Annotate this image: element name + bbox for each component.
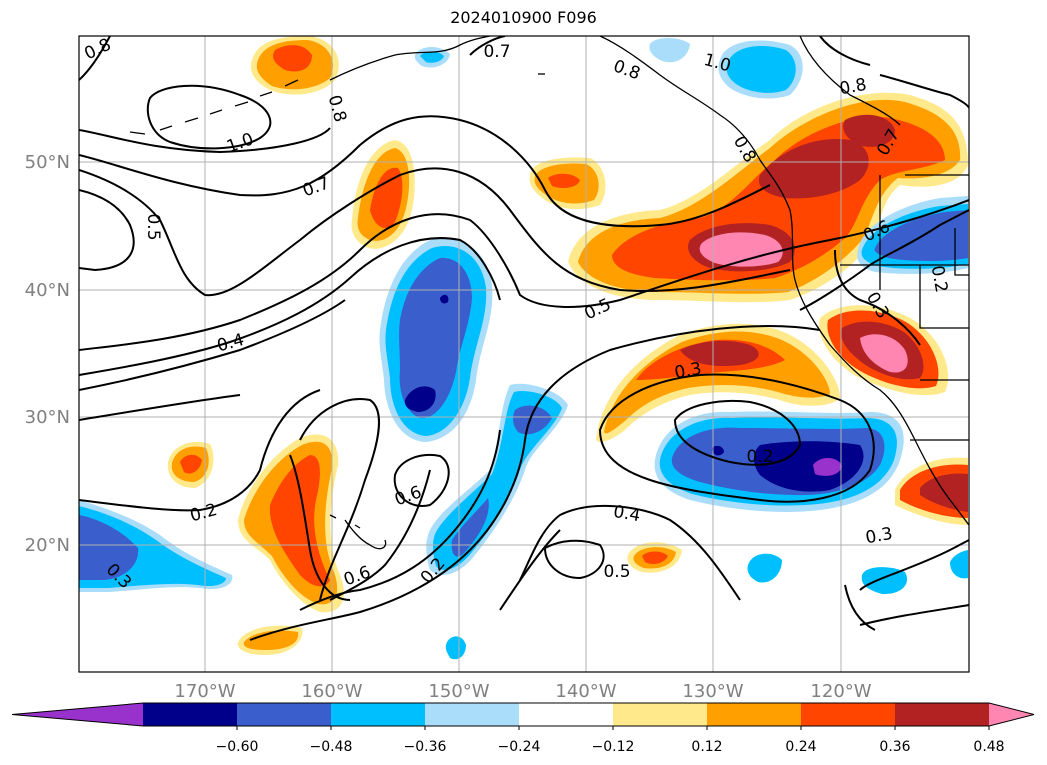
cold-region <box>649 38 690 63</box>
warm-region <box>843 114 895 147</box>
anomaly-shading <box>79 36 968 660</box>
colorbar-tick-label: −0.60 <box>216 739 259 755</box>
contour-label: 0.4 <box>612 502 642 526</box>
colorbar-segment <box>331 703 426 726</box>
lat-label: 30°N <box>25 407 70 428</box>
colorbar-segment <box>613 703 708 726</box>
contour-label: 0.5 <box>143 213 163 240</box>
cold-region <box>813 457 842 476</box>
cold-region <box>451 498 489 557</box>
lat-label: 50°N <box>25 152 70 173</box>
colorbar: −0.60 −0.48 −0.36 −0.24 −0.12 0.12 0.24 0.36 0.4… <box>11 702 1035 755</box>
contour-label: 0.2 <box>746 447 773 467</box>
lon-label: 150°W <box>428 681 489 702</box>
colorbar-segment <box>801 703 896 726</box>
contour-label: 0.5 <box>603 562 630 582</box>
cold-region <box>747 553 782 583</box>
colorbar-segment <box>707 703 802 726</box>
contour-label: 0.2 <box>927 264 951 294</box>
longitude-labels: 170°W 160°W 150°W 140°W 130°W 120°W <box>174 681 871 702</box>
map-frame <box>78 35 970 673</box>
lon-label: 170°W <box>174 681 235 702</box>
cold-region <box>754 441 864 492</box>
contour-label: 0.3 <box>673 359 703 383</box>
cold-region <box>445 636 466 660</box>
warm-region <box>273 45 312 72</box>
warm-region <box>548 173 580 188</box>
warm-region <box>860 334 908 373</box>
cold-region <box>440 294 449 304</box>
colorbar-segment <box>519 703 614 726</box>
contour-label: 0.8 <box>838 75 868 99</box>
colorbar-tick-label: 0.12 <box>691 739 722 755</box>
coastlines <box>129 36 969 550</box>
lon-label: 140°W <box>555 681 616 702</box>
cold-region <box>950 550 968 579</box>
colorbar-tick-label: 0.48 <box>973 739 1004 755</box>
colorbar-extend-min <box>12 703 143 726</box>
warm-region <box>699 232 783 267</box>
lon-label: 120°W <box>810 681 871 702</box>
colorbar-tick-label: −0.36 <box>404 739 447 755</box>
cold-region <box>404 386 436 412</box>
warm-region <box>180 454 202 474</box>
warm-region <box>642 551 668 564</box>
cold-region <box>399 257 472 419</box>
lat-label: 40°N <box>25 280 70 301</box>
colorbar-tick-label: −0.12 <box>592 739 635 755</box>
map-title: 2024010900 F096 <box>450 8 597 27</box>
cold-region <box>726 46 796 93</box>
warm-region <box>243 630 299 650</box>
colorbar-segment <box>237 703 332 726</box>
colorbar-segment <box>895 703 990 726</box>
colorbar-outline <box>11 702 1035 727</box>
latitude-labels: 50°N 40°N 30°N 20°N <box>25 152 70 556</box>
colorbar-tick-label: 0.36 <box>879 739 910 755</box>
colorbar-tick-label: −0.48 <box>310 739 353 755</box>
cold-region <box>712 445 724 456</box>
colorbar-segment <box>425 703 520 726</box>
colorbar-extend-max <box>989 703 1034 726</box>
colorbar-segment <box>143 703 238 726</box>
colorbar-tick-label: 0.24 <box>785 739 816 755</box>
lat-label: 20°N <box>25 535 70 556</box>
warm-region <box>370 167 403 228</box>
cold-region <box>79 515 139 580</box>
contour-label: 0.3 <box>864 524 894 548</box>
lon-label: 130°W <box>682 681 743 702</box>
contour-label: 0.7 <box>483 42 510 62</box>
warm-region <box>680 340 759 367</box>
warm-region <box>269 455 330 587</box>
cold-region <box>420 51 444 63</box>
lon-label: 160°W <box>301 681 362 702</box>
cold-region <box>513 405 552 435</box>
colorbar-tick-label: −0.24 <box>498 739 541 755</box>
contour-lines <box>79 36 969 641</box>
